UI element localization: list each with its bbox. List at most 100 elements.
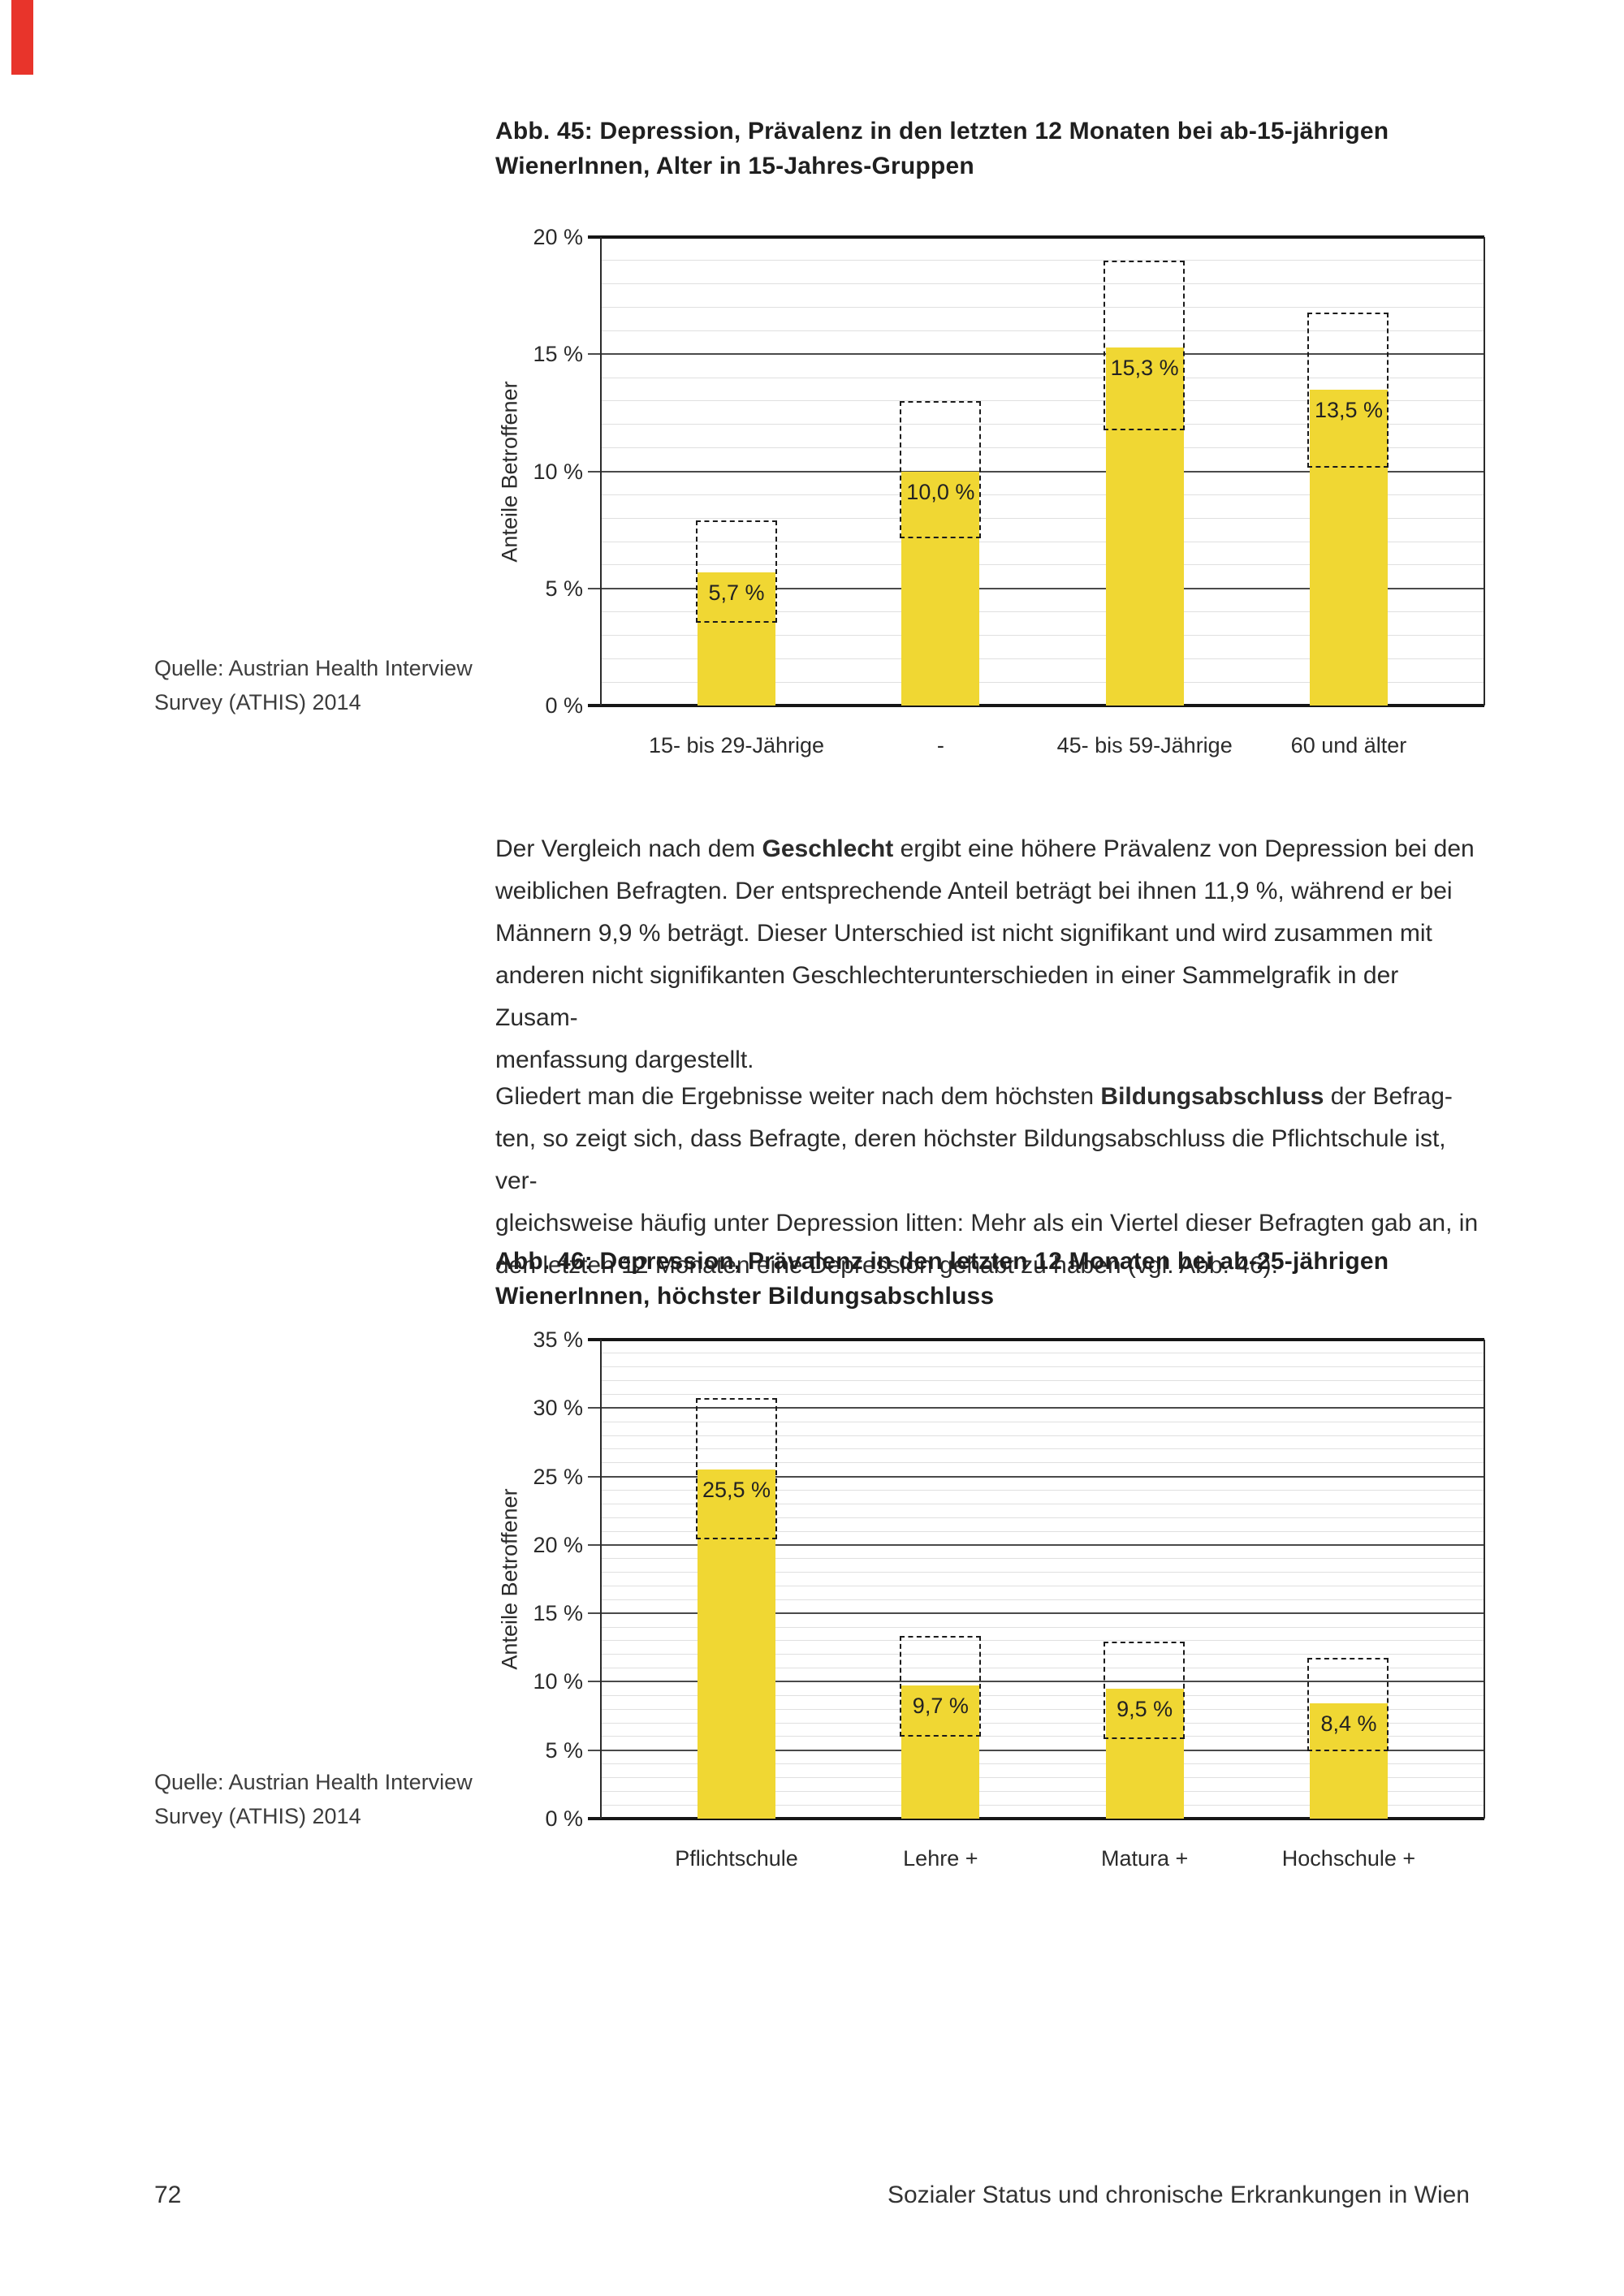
gridline-minor	[601, 1366, 1484, 1368]
gridline-minor	[601, 1435, 1484, 1436]
y-tick-label: 15 %	[533, 342, 583, 367]
axis-zero-line	[588, 1817, 1484, 1820]
gridline-major	[588, 470, 1484, 473]
bar-value-label: 9,5 %	[1116, 1696, 1173, 1721]
figure46-source: Quelle: Austrian Health Interview Survey…	[154, 1765, 503, 1833]
paragraph-line: anderen nicht signifikanten Geschlechter…	[495, 962, 1399, 1031]
figure45-title: Abb. 45: Depression, Prävalenz in den le…	[495, 114, 1486, 183]
plot-left-border	[600, 237, 602, 706]
gridline-minor	[601, 634, 1484, 636]
gridline-minor	[601, 1558, 1484, 1560]
y-tick-label: 10 %	[533, 1669, 583, 1694]
gridline-major	[588, 353, 1484, 356]
bar-value-label: 8,4 %	[1320, 1711, 1377, 1737]
body-paragraph-gender: Der Vergleich nach dem Geschlecht ergibt…	[495, 828, 1486, 1081]
figure46-title-line2: WienerInnen, höchster Bildungsabschluss	[495, 1283, 995, 1310]
gridline-minor	[601, 1626, 1484, 1628]
figure45-title-line1: Abb. 45: Depression, Prävalenz in den le…	[495, 118, 1389, 145]
y-tick-label: 10 %	[533, 459, 583, 484]
confidence-interval-box	[1104, 1641, 1186, 1740]
footer-running-title: Sozialer Status und chronische Erkrankun…	[887, 2182, 1470, 2208]
gridline-minor	[601, 1763, 1484, 1765]
gridline-minor	[601, 1530, 1484, 1532]
paragraph-line: den letzten 12 Monaten eine Depression g…	[495, 1252, 1278, 1279]
paragraph-line: weiblichen Befragten. Der entsprechende …	[495, 878, 1453, 904]
y-tick-label: 20 %	[533, 1532, 583, 1557]
x-axis-label: Pflichtschule	[675, 1846, 798, 1871]
gridline-minor	[601, 1640, 1484, 1642]
bar-value-label: 9,7 %	[912, 1694, 969, 1719]
confidence-interval-box	[1307, 312, 1389, 468]
gridline-minor	[601, 494, 1484, 495]
gridline-minor	[601, 1599, 1484, 1600]
gridline-minor	[601, 1790, 1484, 1792]
x-axis-label: 15- bis 29-Jährige	[648, 733, 825, 757]
gridline-major	[588, 1612, 1484, 1615]
gridline-minor	[601, 330, 1484, 331]
page-number: 72	[154, 2182, 182, 2208]
gridline-minor	[601, 681, 1484, 683]
bar	[1105, 1688, 1184, 1819]
confidence-interval-box	[1307, 1657, 1389, 1752]
paragraph-line: Männern 9,9 % beträgt. Dieser Unterschie…	[495, 920, 1432, 947]
gridline-major	[588, 587, 1484, 589]
figure46-bar-chart: 35 % 30 % 25 % 20 % 15 % 10 % 5 % 0 % Anteile Be…	[498, 1327, 1485, 1871]
paragraph-line: Der Vergleich nach dem Geschlecht ergibt…	[495, 835, 1475, 862]
gridline-major	[588, 1475, 1484, 1478]
gridline-minor	[601, 1804, 1484, 1806]
paragraph-line: gleichsweise häufig unter Depression lit…	[495, 1210, 1479, 1236]
axis-max-line	[588, 1338, 1484, 1341]
gridline-major	[588, 1749, 1484, 1751]
bar	[901, 1685, 980, 1819]
y-tick-label: 35 %	[533, 1327, 583, 1352]
bar	[1105, 347, 1184, 706]
gridline-minor	[601, 307, 1484, 309]
y-tick-label: 0 %	[545, 693, 583, 718]
gridline-minor	[601, 1380, 1484, 1382]
gridline-minor	[601, 1393, 1484, 1395]
confidence-interval-box	[899, 401, 981, 538]
gridline-minor	[601, 1517, 1484, 1518]
gridline-minor	[601, 1722, 1484, 1724]
bar	[1309, 1703, 1388, 1819]
gridline-minor	[601, 611, 1484, 613]
bar-value-label: 5,7 %	[708, 580, 765, 605]
figure46-source-line1: Quelle: Austrian Health Interview	[154, 1770, 473, 1794]
gridline-minor	[601, 1776, 1484, 1778]
y-tick-label: 20 %	[533, 225, 583, 249]
gridline-minor	[601, 1694, 1484, 1696]
gridline-major	[588, 1407, 1484, 1409]
gridline-minor	[601, 1708, 1484, 1710]
bar	[1309, 389, 1388, 706]
figure45-bar-chart: 20 % 15 % 10 % 5 % 0 % Anteile Betroffener 5,7…	[498, 225, 1485, 757]
bar-value-label: 10,0 %	[906, 479, 975, 504]
confidence-interval-box	[1104, 261, 1186, 431]
plot-left-border	[600, 1340, 602, 1819]
x-axis-label: Matura +	[1101, 1846, 1189, 1871]
plot-right-border	[1484, 237, 1485, 706]
x-axis-label: 45- bis 59-Jährige	[1056, 733, 1233, 757]
figure46-title: Abb. 46: Depression, Prävalenz in den le…	[495, 1244, 1486, 1314]
chapter-marker	[11, 0, 33, 75]
y-tick-label: 5 %	[545, 576, 583, 601]
bar	[698, 572, 775, 706]
gridline-minor	[601, 1462, 1484, 1464]
axis-zero-line	[588, 704, 1484, 707]
figure46-source-line2: Survey (ATHIS) 2014	[154, 1804, 361, 1828]
body-paragraph-education: Gliedert man die Ergebnisse weiter nach …	[495, 1076, 1486, 1287]
gridline-minor	[601, 260, 1484, 261]
y-axis-label: Anteile Betroffener	[497, 1488, 522, 1670]
gridline-minor	[601, 1736, 1484, 1737]
paragraph-line: ten, so zeigt sich, dass Befragte, deren…	[495, 1125, 1446, 1194]
y-tick-label: 0 %	[545, 1806, 583, 1831]
paragraph-line: menfassung dargestellt.	[495, 1047, 754, 1073]
gridline-minor	[601, 658, 1484, 659]
figure46-title-line1: Abb. 46: Depression, Prävalenz in den le…	[495, 1248, 1389, 1275]
y-tick-label: 25 %	[533, 1464, 583, 1489]
gridline-major	[588, 1681, 1484, 1683]
x-axis-label: Lehre +	[903, 1846, 978, 1871]
figure45-source: Quelle: Austrian Health Interview Survey…	[154, 651, 503, 719]
confidence-interval-box	[695, 520, 777, 623]
confidence-interval-box	[695, 1397, 777, 1539]
bar-value-label: 13,5 %	[1314, 397, 1384, 422]
